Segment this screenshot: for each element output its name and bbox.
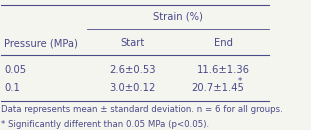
Text: Pressure (MPa): Pressure (MPa) <box>4 38 78 48</box>
Text: * Significantly different than 0.05 MPa (p<0.05).: * Significantly different than 0.05 MPa … <box>1 120 210 129</box>
Text: Data represents mean ± standard deviation. n = 6 for all groups.: Data represents mean ± standard deviatio… <box>1 105 283 114</box>
Text: 0.1: 0.1 <box>4 83 20 93</box>
Text: Start: Start <box>120 38 145 48</box>
Text: *: * <box>238 77 242 86</box>
Text: Strain (%): Strain (%) <box>153 11 203 21</box>
Text: 11.6±1.36: 11.6±1.36 <box>197 65 250 75</box>
Text: 2.6±0.53: 2.6±0.53 <box>109 65 156 75</box>
Text: 3.0±0.12: 3.0±0.12 <box>109 83 156 93</box>
Text: 20.7±1.45: 20.7±1.45 <box>192 83 244 93</box>
Text: 0.05: 0.05 <box>4 65 26 75</box>
Text: End: End <box>214 38 233 48</box>
